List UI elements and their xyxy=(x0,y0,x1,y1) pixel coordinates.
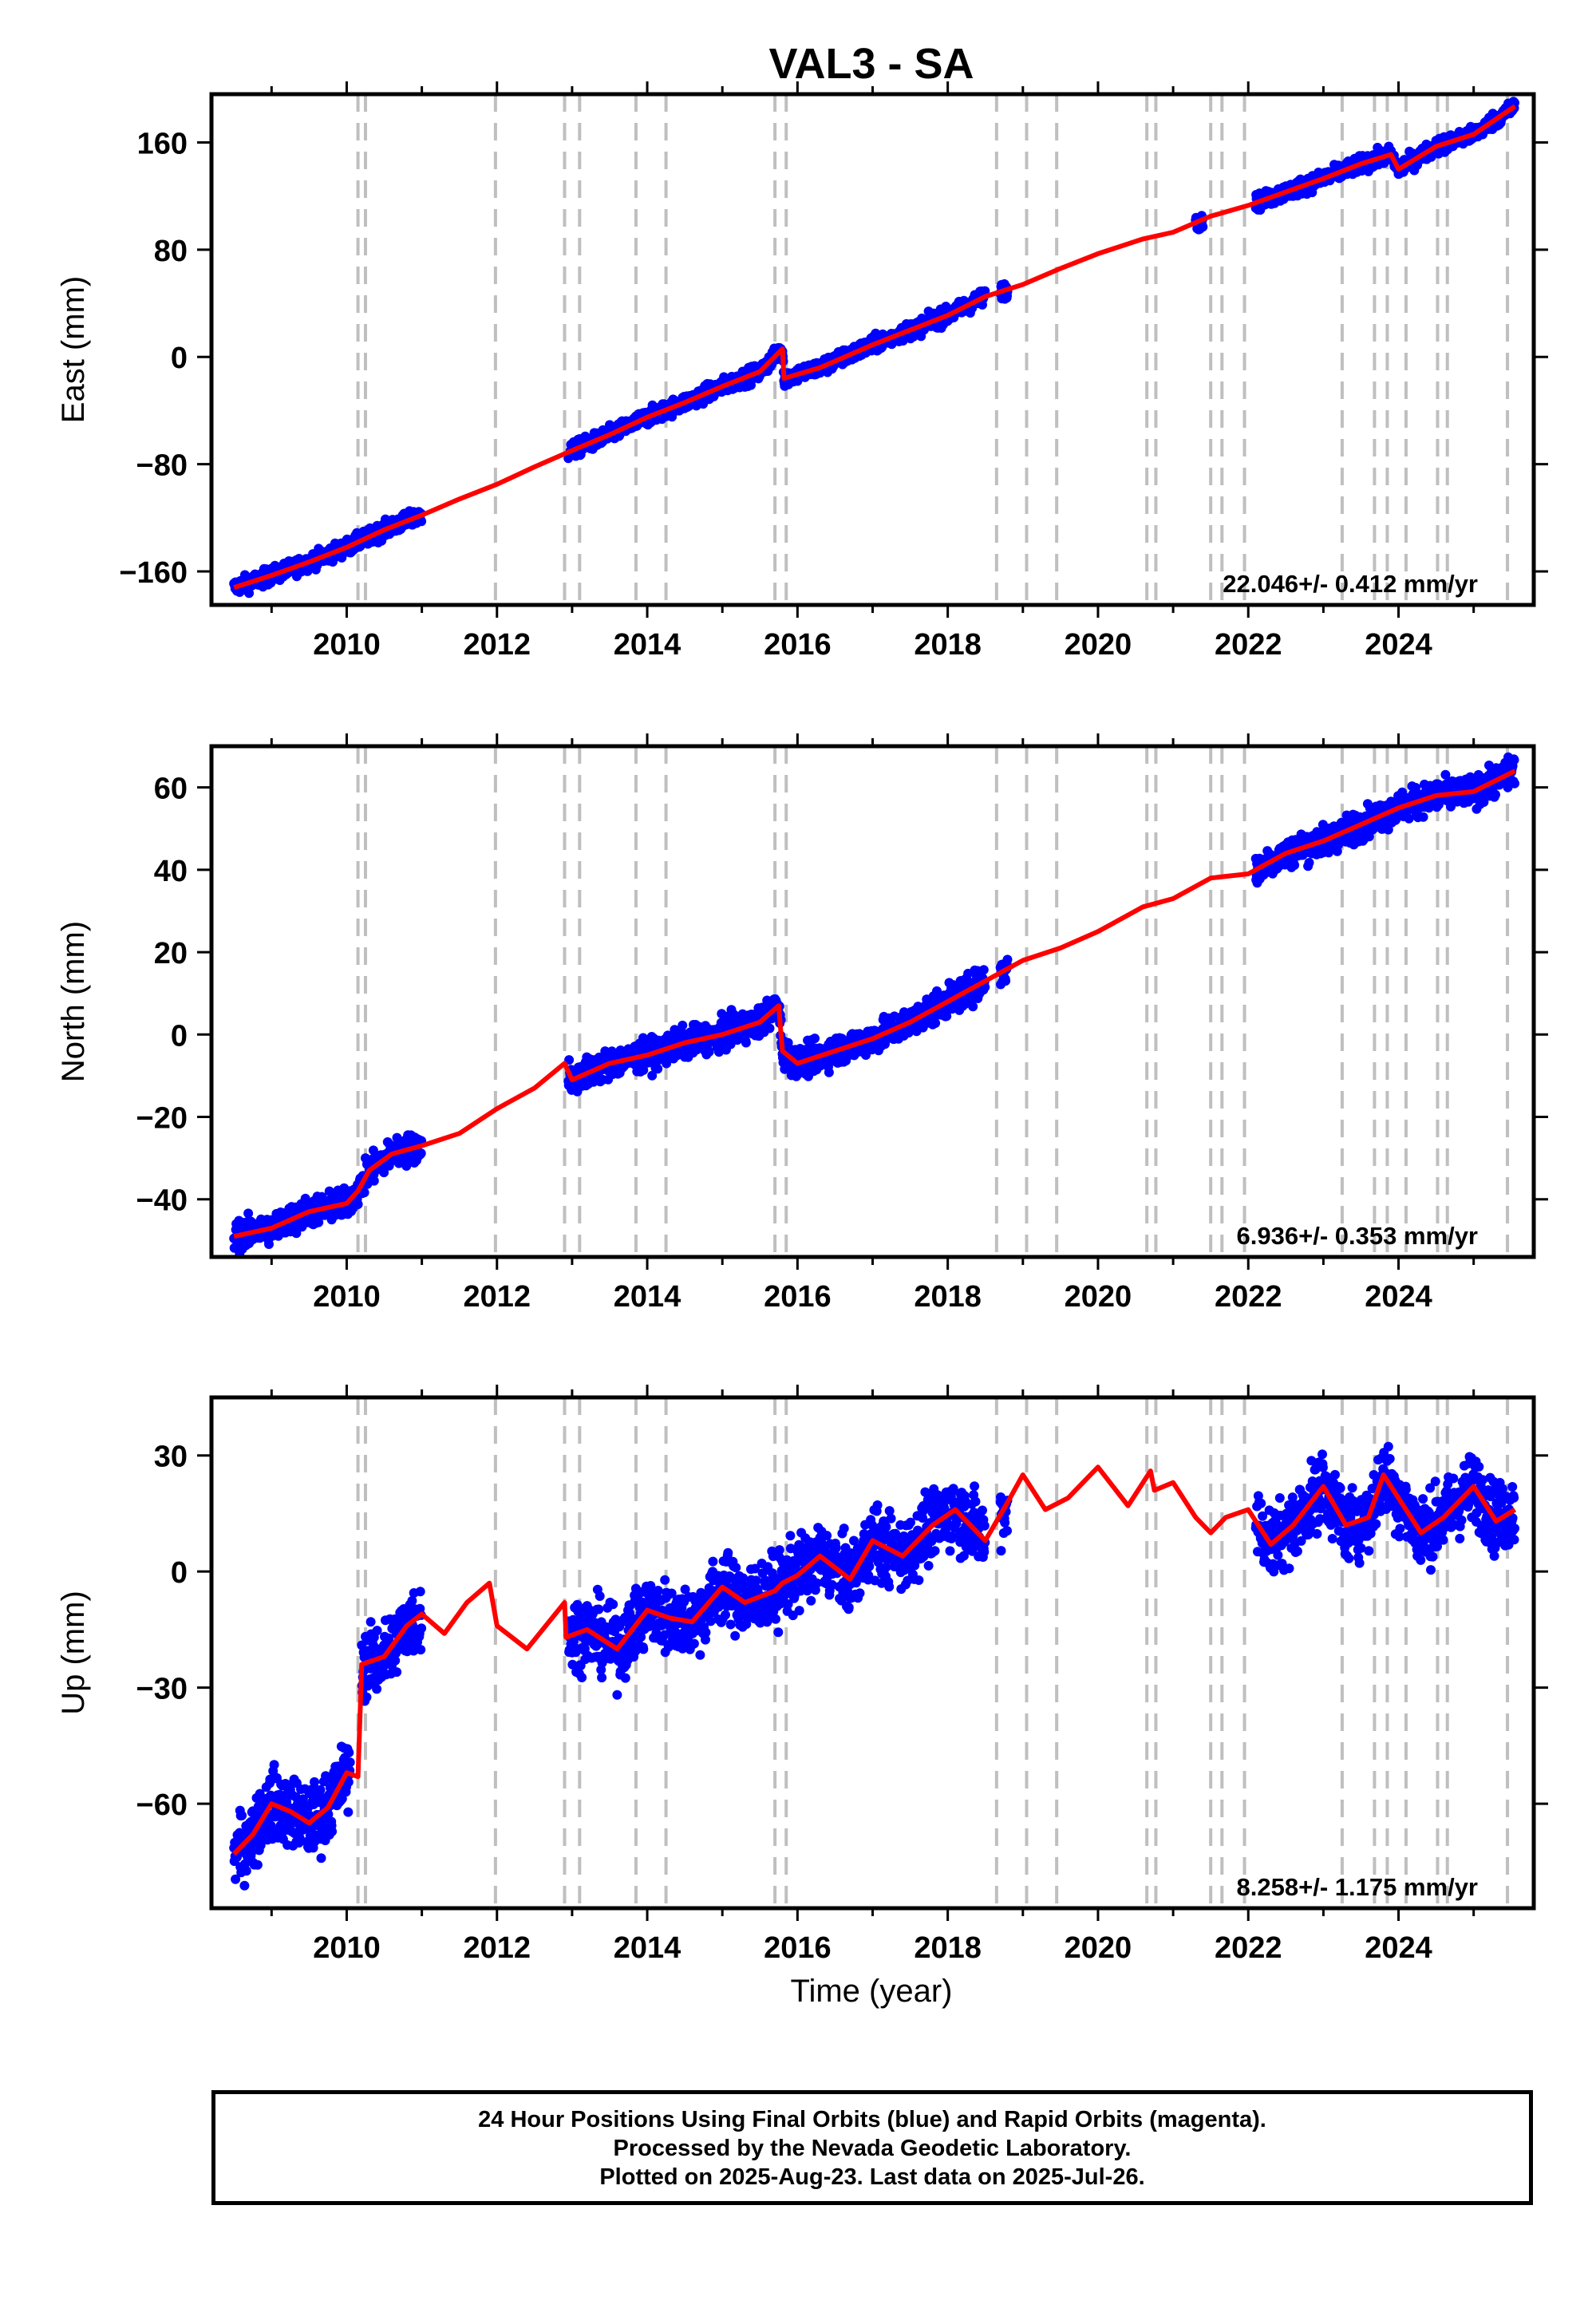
x-tick-label: 2022 xyxy=(1215,1280,1282,1314)
data-point xyxy=(678,1020,688,1030)
data-point xyxy=(243,1208,254,1219)
model-line xyxy=(233,104,1517,591)
y-tick-label: −20 xyxy=(136,1102,188,1136)
data-point xyxy=(1304,858,1314,868)
observations xyxy=(229,97,1519,599)
x-tick-label: 2024 xyxy=(1365,628,1432,662)
x-tick-label: 2012 xyxy=(463,628,531,662)
y-tick-label: 0 xyxy=(171,342,188,375)
x-tick-label: 2014 xyxy=(614,628,681,662)
chart-title: VAL3 - SA xyxy=(768,40,974,88)
y-axis-label: North (mm) xyxy=(56,921,91,1082)
data-point xyxy=(653,1064,663,1074)
data-point xyxy=(291,1228,302,1239)
data-point xyxy=(264,1239,274,1249)
data-point xyxy=(239,1880,250,1891)
x-tick-label: 2022 xyxy=(1215,628,1282,662)
data-point xyxy=(314,1217,324,1227)
data-point xyxy=(741,1037,751,1048)
data-point xyxy=(369,1176,379,1186)
x-tick-label: 2010 xyxy=(313,628,381,662)
data-point xyxy=(1001,976,1011,986)
data-point xyxy=(244,588,255,599)
panel-east: 2010 2012 2014 2016 2018 2020 2022 2024 −160 −80 0… xyxy=(56,81,1548,662)
data-point xyxy=(980,286,990,296)
y-tick-label: 80 xyxy=(154,235,188,268)
data-point xyxy=(417,516,427,527)
panel-up: 2010 2012 2014 2016 2018 2020 2022 2024−60−3003… xyxy=(56,1385,1548,1965)
data-point xyxy=(1418,812,1428,822)
x-tick-label: 2016 xyxy=(764,628,832,662)
data-point xyxy=(824,1067,834,1077)
data-point xyxy=(379,1168,389,1178)
data-point xyxy=(416,1148,426,1159)
data-point xyxy=(237,1810,247,1820)
data-point xyxy=(1510,97,1519,108)
data-point xyxy=(252,1860,263,1870)
y-tick-label: −80 xyxy=(136,449,188,483)
x-tick-label: 2020 xyxy=(1065,1280,1132,1314)
data-point xyxy=(968,1002,978,1012)
x-tick-label: 2018 xyxy=(914,1280,982,1314)
x-tick-label: 2010 xyxy=(313,1280,381,1314)
data-point xyxy=(353,1199,363,1209)
x-tick-label: 2014 xyxy=(614,1280,681,1314)
x-tick-label: 2020 xyxy=(1065,628,1132,662)
data-point xyxy=(1509,755,1519,765)
y-tick-label: 160 xyxy=(137,127,188,160)
data-point xyxy=(359,1188,369,1198)
rate-label: 22.046+/- 0.412 mm/yr xyxy=(1223,570,1478,598)
data-point xyxy=(704,1046,714,1057)
data-point xyxy=(810,1034,820,1044)
panel-north: 2010 2012 2014 2016 2018 2020 2022 2024 −40 −20 0 2… xyxy=(56,733,1548,1314)
data-point xyxy=(1510,778,1519,788)
data-point xyxy=(978,965,989,975)
y-tick-label: −40 xyxy=(136,1184,188,1218)
data-point xyxy=(1198,222,1208,232)
model-line xyxy=(233,769,1516,1239)
rate-label: 6.936+/- 0.353 mm/yr xyxy=(1237,1222,1478,1250)
y-tick-label: −160 xyxy=(119,556,188,590)
y-tick-label: 20 xyxy=(154,937,188,970)
data-point xyxy=(1491,789,1500,800)
x-tick-label: 2012 xyxy=(463,1280,531,1314)
x-tick-label: 2016 xyxy=(764,1280,832,1314)
data-point xyxy=(241,1866,251,1876)
observations xyxy=(229,1441,1519,1891)
data-point xyxy=(1002,954,1013,965)
data-point xyxy=(647,1070,658,1081)
y-tick-label: 40 xyxy=(154,855,188,888)
x-tick-label: 2024 xyxy=(1365,1280,1432,1314)
x-tick-label: 2018 xyxy=(914,628,982,662)
data-point xyxy=(1290,860,1300,870)
observations xyxy=(229,752,1519,1257)
data-point xyxy=(764,1023,775,1034)
y-axis-label: East (mm) xyxy=(56,276,91,423)
data-point xyxy=(930,1018,941,1028)
y-tick-label: 0 xyxy=(171,1019,188,1053)
y-tick-label: 60 xyxy=(154,773,188,806)
data-point xyxy=(269,1760,279,1770)
